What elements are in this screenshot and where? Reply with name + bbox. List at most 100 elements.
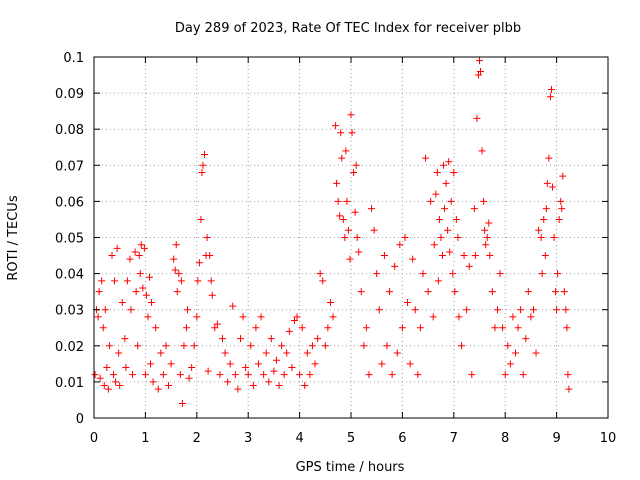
data-point xyxy=(211,324,219,332)
data-point xyxy=(94,313,102,321)
data-point xyxy=(558,205,566,213)
data-point xyxy=(409,255,417,263)
data-point xyxy=(224,378,232,386)
data-point xyxy=(278,342,286,350)
data-point xyxy=(99,324,107,332)
data-point xyxy=(321,342,329,350)
data-point xyxy=(398,324,406,332)
data-point xyxy=(555,215,563,223)
data-point xyxy=(306,371,314,379)
data-point xyxy=(563,324,571,332)
data-point xyxy=(140,244,148,252)
data-point xyxy=(206,252,214,260)
data-point xyxy=(178,400,186,408)
data-point xyxy=(351,208,359,216)
data-point xyxy=(100,382,108,390)
data-point xyxy=(527,313,535,321)
x-tick-label: 10 xyxy=(600,431,617,446)
data-point xyxy=(429,313,437,321)
data-point xyxy=(506,360,514,368)
data-point xyxy=(131,248,139,256)
data-point xyxy=(368,205,376,213)
data-point xyxy=(538,270,546,278)
data-point xyxy=(529,306,537,314)
y-tick-label: 0.08 xyxy=(55,123,84,138)
data-point xyxy=(451,288,459,296)
data-point xyxy=(195,259,203,267)
data-point xyxy=(546,93,554,101)
data-point xyxy=(112,378,120,386)
data-point xyxy=(433,169,441,177)
data-point xyxy=(455,313,463,321)
data-point xyxy=(324,324,332,332)
x-tick-label: 1 xyxy=(141,431,149,446)
data-point xyxy=(458,342,466,350)
data-point xyxy=(198,169,206,177)
data-point xyxy=(419,270,427,278)
data-point xyxy=(311,360,319,368)
data-point xyxy=(496,270,504,278)
data-point xyxy=(333,179,341,187)
data-point xyxy=(347,111,355,119)
data-point xyxy=(438,252,446,260)
data-point xyxy=(242,363,250,371)
data-point xyxy=(353,234,361,241)
data-point xyxy=(91,371,99,379)
data-point xyxy=(213,320,221,328)
data-point xyxy=(280,371,288,379)
data-point xyxy=(110,371,118,379)
data-point xyxy=(177,277,185,285)
data-point xyxy=(447,197,455,205)
data-point xyxy=(468,371,476,379)
data-point xyxy=(548,183,556,191)
data-point xyxy=(219,335,226,343)
data-point xyxy=(170,255,178,263)
data-point xyxy=(172,241,180,249)
data-point xyxy=(127,306,135,314)
data-point xyxy=(501,371,509,379)
data-point xyxy=(193,313,201,321)
data-point xyxy=(293,313,301,321)
data-point xyxy=(454,234,462,241)
data-point xyxy=(473,114,481,122)
data-point xyxy=(162,342,170,350)
data-point xyxy=(470,205,478,213)
data-point xyxy=(452,215,460,223)
x-tick-label: 3 xyxy=(244,431,252,446)
data-point xyxy=(547,85,555,93)
data-point xyxy=(144,313,152,321)
data-point xyxy=(285,327,293,335)
data-point xyxy=(157,349,165,357)
data-point xyxy=(554,270,562,278)
data-point xyxy=(343,197,351,205)
data-point xyxy=(184,306,192,314)
data-point xyxy=(108,252,116,260)
data-point xyxy=(135,252,143,260)
x-axis-label: GPS time / hours xyxy=(296,460,405,475)
data-point xyxy=(486,252,494,260)
data-point xyxy=(122,363,130,371)
data-point xyxy=(355,248,363,256)
data-point xyxy=(332,122,340,130)
data-point xyxy=(509,313,517,321)
data-point xyxy=(357,288,365,296)
data-point xyxy=(341,234,349,241)
data-point xyxy=(319,277,327,285)
data-point xyxy=(98,277,106,285)
data-point xyxy=(171,266,179,274)
data-point xyxy=(208,291,216,299)
data-point xyxy=(348,129,356,137)
data-point xyxy=(560,288,568,296)
data-point xyxy=(471,252,479,260)
data-point xyxy=(146,273,154,281)
data-point xyxy=(485,219,493,227)
data-point xyxy=(362,324,370,332)
data-point xyxy=(152,324,160,332)
x-tick-label: 8 xyxy=(501,431,509,446)
data-point xyxy=(159,371,167,379)
data-point xyxy=(201,150,209,158)
data-point xyxy=(283,349,291,357)
data-point xyxy=(565,385,573,393)
x-tick-label: 2 xyxy=(193,431,201,446)
data-point xyxy=(442,179,450,187)
